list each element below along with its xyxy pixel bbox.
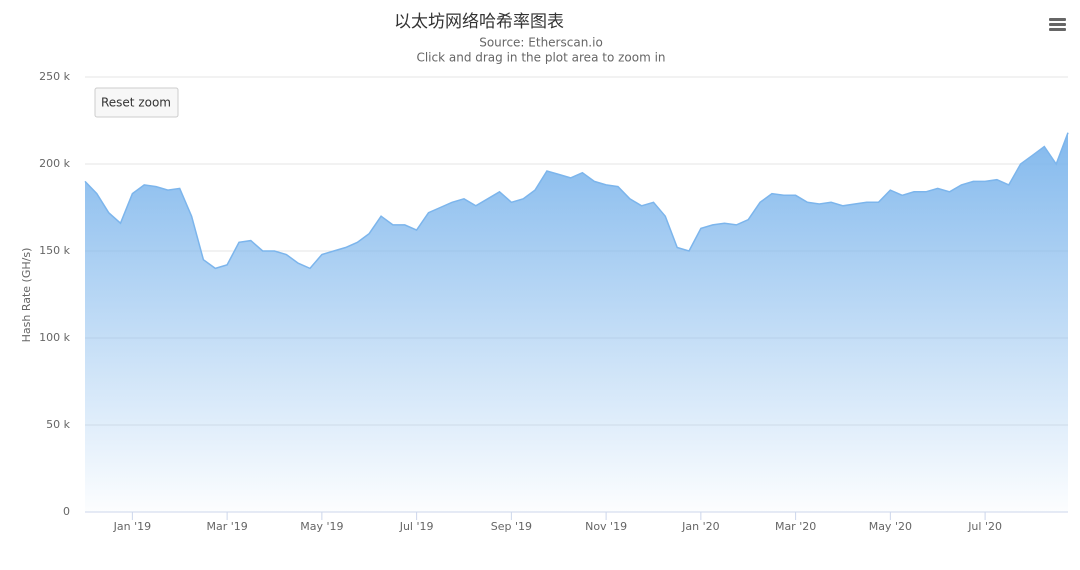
x-tick-label: Nov '19: [585, 520, 627, 533]
menu-button[interactable]: [1049, 18, 1066, 31]
y-tick-label: 50 k: [46, 418, 70, 431]
chart-caption: Click and drag in the plot area to zoom …: [416, 51, 665, 65]
y-tick-label: 250 k: [39, 70, 70, 83]
reset-zoom-button[interactable]: Reset zoom: [94, 87, 179, 118]
chart-subtitle: Source: Etherscan.io: [479, 36, 603, 50]
x-tick-label: Jul '19: [399, 520, 434, 533]
y-axis-label: Hash Rate (GH/s): [20, 248, 33, 343]
y-tick-label: 200 k: [39, 157, 70, 170]
x-tick-label: May '20: [869, 520, 912, 533]
x-tick-label: Jan '20: [681, 520, 719, 533]
x-tick-label: Mar '20: [775, 520, 816, 533]
y-tick-label: 150 k: [39, 244, 70, 257]
x-tick-label: May '19: [300, 520, 343, 533]
area-line: [84, 132, 1069, 270]
area: [85, 132, 1068, 512]
reset-zoom-label[interactable]: Reset zoom: [101, 96, 171, 110]
y-tick-label: 100 k: [39, 331, 70, 344]
y-tick-label: 0: [63, 505, 70, 518]
x-tick-label: Sep '19: [491, 520, 532, 533]
x-tick-label: Jul '20: [967, 520, 1002, 533]
chart-title: 以太坊网络哈希率图表: [394, 12, 564, 32]
x-tick-label: Jan '19: [113, 520, 151, 533]
x-tick-label: Mar '19: [206, 520, 247, 533]
